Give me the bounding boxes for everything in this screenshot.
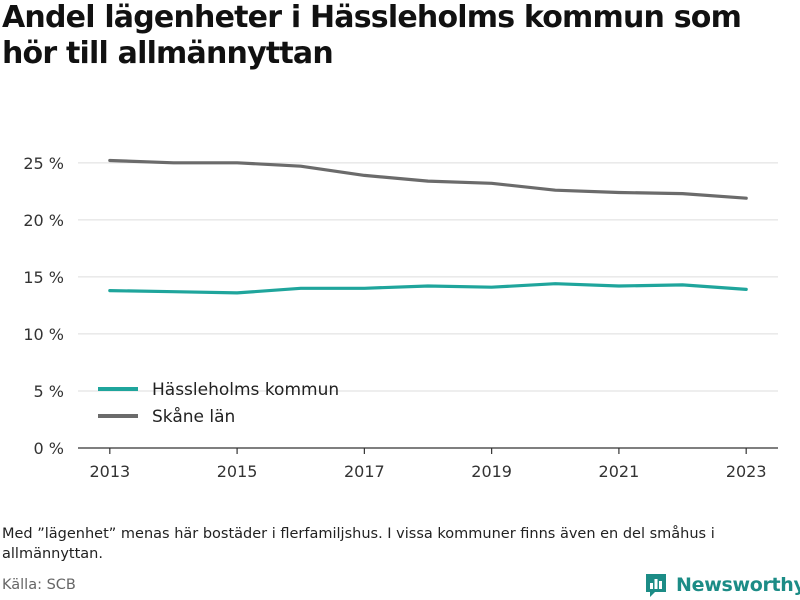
chart-title: Andel lägenheter i Hässleholms kommun so… (2, 0, 742, 71)
y-tick-label: 25 % (23, 154, 64, 173)
legend-label: Hässleholms kommun (152, 380, 339, 400)
x-tick-label: 2021 (599, 462, 640, 481)
x-tick-label: 2019 (471, 462, 512, 481)
y-tick-label: 10 % (23, 325, 64, 344)
x-tick-label: 2023 (726, 462, 767, 481)
series-lines (108, 158, 748, 295)
y-tick-label: 15 % (23, 268, 64, 287)
y-tick-label: 5 % (34, 382, 64, 401)
brand-name: Newsworthy (676, 574, 800, 596)
legend-label: Skåne län (152, 406, 235, 427)
y-tick-label: 0 % (34, 439, 64, 458)
series-line-2 (108, 158, 748, 200)
x-tick-label: 2013 (89, 462, 130, 481)
footnote: Med ”lägenhet” menas här bostäder i fler… (2, 526, 715, 562)
line-chart: 2013 2015 2017 2019 2021 2023 0 % 5 % 10 % 15 % 2… (23, 154, 778, 481)
x-tick-label: 2017 (344, 462, 385, 481)
bar-chart-icon (646, 574, 666, 597)
y-axis: 0 % 5 % 10 % 15 % 20 % 25 % (23, 154, 64, 458)
legend: Hässleholms kommun Skåne län (98, 380, 339, 427)
source-label: Källa: SCB (2, 577, 76, 593)
gridlines (78, 162, 778, 392)
x-axis: 2013 2015 2017 2019 2021 2023 (78, 447, 778, 481)
brand-logo: Newsworthy (644, 570, 800, 600)
series-line-1 (108, 282, 748, 295)
y-tick-label: 20 % (23, 211, 64, 230)
x-tick-label: 2015 (217, 462, 258, 481)
